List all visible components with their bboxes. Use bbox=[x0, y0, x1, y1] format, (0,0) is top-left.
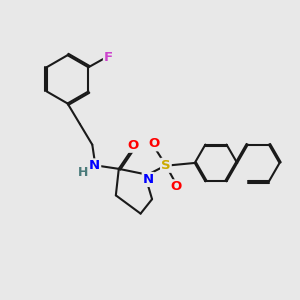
Text: H: H bbox=[78, 166, 88, 179]
Text: F: F bbox=[104, 51, 113, 64]
Text: S: S bbox=[161, 159, 171, 172]
Text: O: O bbox=[171, 180, 182, 193]
Text: O: O bbox=[148, 137, 160, 150]
Text: N: N bbox=[143, 173, 154, 186]
Text: O: O bbox=[127, 139, 138, 152]
Text: N: N bbox=[89, 159, 100, 172]
